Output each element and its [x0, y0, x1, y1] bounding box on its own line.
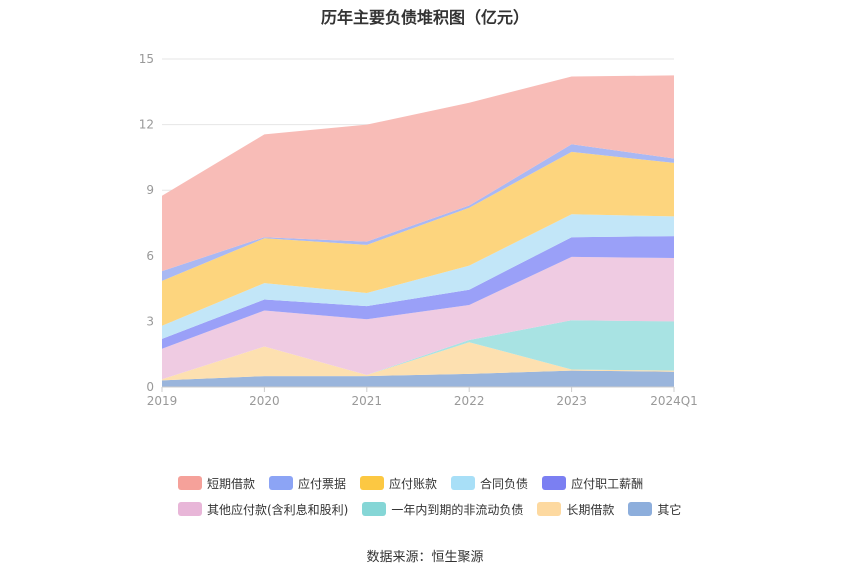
area-series-1	[162, 370, 674, 387]
legend-swatch	[362, 502, 387, 516]
legend-swatch	[269, 476, 294, 490]
legend-label: 应付票据	[298, 476, 347, 491]
legend-item[interactable]: 一年内到期的非流动负债	[362, 501, 523, 518]
area-series-6	[162, 214, 674, 339]
legend-swatch	[360, 476, 385, 490]
legend-item[interactable]: 其它	[628, 501, 681, 518]
legend-item[interactable]: 短期借款	[178, 475, 255, 492]
legend-swatch	[628, 502, 653, 516]
legend-label: 一年内到期的非流动负债	[391, 502, 524, 517]
area-series-9	[162, 75, 674, 272]
data-source-note: 数据来源：恒生聚源	[366, 550, 484, 565]
legend-swatch	[451, 476, 476, 490]
stacked-area-chart: 0 3 6 9 12 15 2019 2020 2021 2022 2023 2024Q1	[139, 52, 698, 408]
legend-swatch	[537, 502, 562, 516]
area-series-3	[162, 320, 674, 380]
y-tick-label: 6	[146, 249, 154, 263]
x-tick-label: 2019	[147, 394, 178, 408]
x-tick-label: 2023	[556, 394, 587, 408]
legend-item[interactable]: 应付职工薪酬	[542, 475, 643, 492]
legend-label: 应付职工薪酬	[571, 476, 644, 491]
x-tick-label: 2024Q1	[650, 394, 698, 408]
area-series-7	[162, 151, 674, 326]
legend-label: 短期借款	[207, 476, 256, 491]
x-tick-label: 2022	[454, 394, 485, 408]
x-tick-label: 2021	[352, 394, 383, 408]
legend-label: 应付账款	[389, 476, 438, 491]
legend-item[interactable]: 其他应付款(含利息和股利)	[178, 501, 348, 518]
y-tick-label: 3	[146, 314, 154, 328]
legend-item[interactable]: 应付账款	[360, 475, 437, 492]
legend: 短期借款 应付票据 应付账款 合同负债 应付职工薪酬 其他应付款(含利息和股利) 一年内到…	[178, 470, 738, 522]
y-tick-label: 12	[139, 118, 154, 132]
legend-label: 长期借款	[566, 502, 615, 517]
legend-row: 其他应付款(含利息和股利) 一年内到期的非流动负债 长期借款 其它	[178, 496, 738, 522]
area-series-4	[162, 256, 674, 380]
legend-swatch	[542, 476, 567, 490]
area-series-2	[162, 342, 674, 381]
legend-label: 其它	[657, 502, 682, 517]
area-series-5	[162, 236, 674, 349]
legend-swatch	[178, 476, 202, 490]
chart-title: 历年主要负债堆积图（亿元）	[320, 8, 529, 27]
legend-label: 合同负债	[480, 476, 529, 491]
legend-item[interactable]: 合同负债	[451, 475, 528, 492]
y-tick-label: 15	[139, 52, 154, 66]
legend-row: 短期借款 应付票据 应付账款 合同负债 应付职工薪酬	[178, 470, 738, 496]
x-tick-label: 2020	[249, 394, 280, 408]
legend-item[interactable]: 长期借款	[537, 501, 614, 518]
legend-item[interactable]: 应付票据	[269, 475, 346, 492]
legend-swatch	[178, 502, 202, 516]
y-tick-label: 9	[146, 183, 154, 197]
legend-label: 其他应付款(含利息和股利)	[207, 502, 349, 517]
y-tick-label: 0	[146, 380, 154, 394]
